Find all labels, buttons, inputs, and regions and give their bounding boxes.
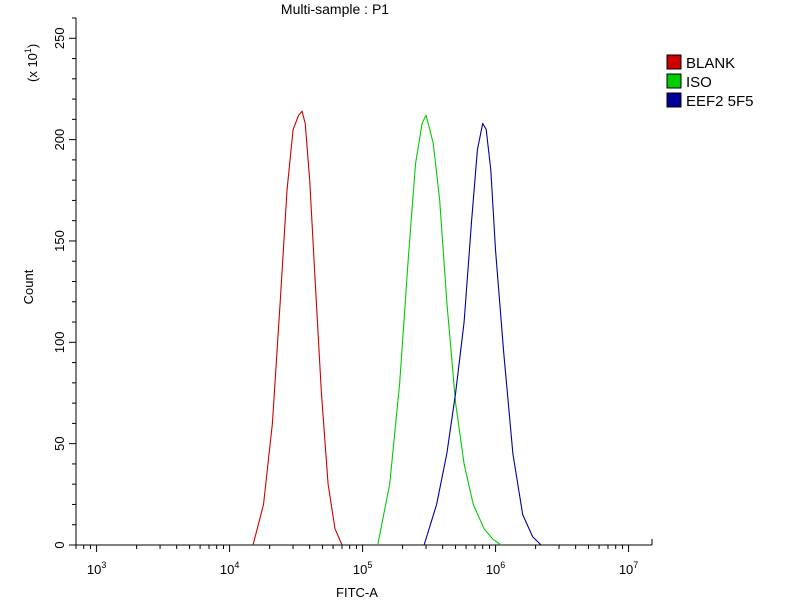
y-tick-label: 0	[52, 541, 67, 548]
legend-swatch	[666, 73, 682, 89]
y-multiplier-suffix: )	[25, 44, 40, 48]
legend: BLANK ISO EEF2 5F5	[666, 54, 754, 110]
legend-swatch	[666, 92, 682, 108]
y-multiplier-prefix: (x 10	[25, 53, 40, 82]
y-axis-label: Count	[21, 269, 36, 304]
x-tick-label: 106	[486, 560, 505, 577]
series-lines	[252, 110, 542, 546]
legend-swatch	[666, 54, 682, 70]
tick-labels: 0 50 100 150 200 250 103 104 105 106 107	[52, 27, 638, 577]
y-tick-label: 200	[52, 129, 67, 151]
series-line-blank	[252, 110, 343, 546]
chart-title: Multi-sample : P1	[281, 1, 389, 17]
legend-label: ISO	[686, 74, 712, 91]
axes	[75, 18, 653, 546]
svg-text:(x 101): (x 101)	[23, 44, 40, 82]
y-tick-label: 250	[52, 27, 67, 49]
x-tick-label: 103	[87, 560, 106, 577]
legend-label: EEF2 5F5	[686, 93, 754, 110]
x-tick-label: 107	[619, 560, 638, 577]
y-tick-label: 100	[52, 331, 67, 353]
x-tick-label: 105	[353, 560, 372, 577]
x-tick-label: 104	[220, 560, 239, 577]
series-line-eef2-5f5	[423, 122, 542, 546]
y-tick-label: 50	[52, 436, 67, 450]
x-axis-label: FITC-A	[336, 585, 378, 600]
series-line-iso	[377, 114, 502, 546]
y-multiplier-exp: 1	[23, 48, 33, 53]
tick-marks	[69, 17, 630, 552]
y-tick-label: 150	[52, 230, 67, 252]
legend-label: BLANK	[686, 55, 735, 72]
y-axis-multiplier: (x 101)	[23, 44, 40, 82]
